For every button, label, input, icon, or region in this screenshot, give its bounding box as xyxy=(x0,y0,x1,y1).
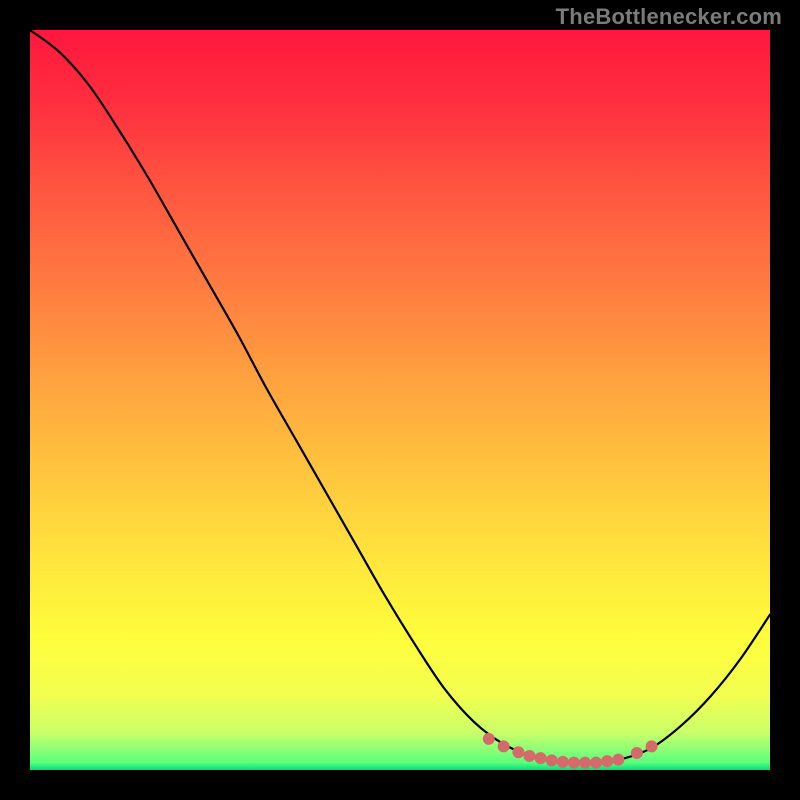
highlight-marker xyxy=(513,747,524,758)
highlight-marker xyxy=(631,747,642,758)
highlight-marker xyxy=(613,754,624,765)
highlight-marker xyxy=(535,753,546,764)
highlight-marker xyxy=(646,741,657,752)
plot-area xyxy=(30,30,770,770)
highlight-marker xyxy=(602,756,613,767)
bottleneck-curve-chart xyxy=(30,30,770,770)
highlight-marker xyxy=(498,741,509,752)
highlight-marker xyxy=(483,733,494,744)
highlight-marker xyxy=(524,750,535,761)
highlight-marker xyxy=(557,756,568,767)
highlight-marker xyxy=(580,757,591,768)
highlight-marker xyxy=(591,757,602,768)
highlight-marker xyxy=(568,757,579,768)
gradient-background xyxy=(30,30,770,770)
watermark-text: TheBottlenecker.com xyxy=(556,4,782,30)
highlight-marker xyxy=(546,755,557,766)
chart-canvas: TheBottlenecker.com xyxy=(0,0,800,800)
